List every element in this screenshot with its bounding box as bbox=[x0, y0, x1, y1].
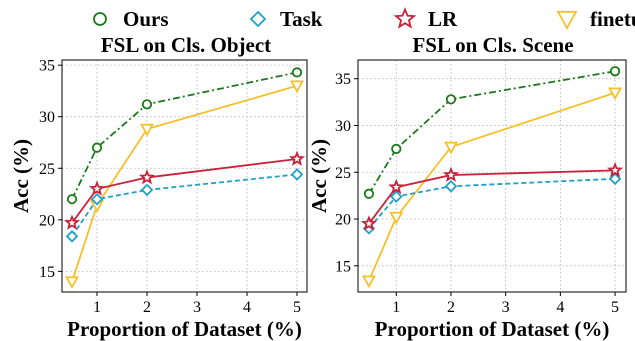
chart-title: FSL on Cls. Object bbox=[101, 33, 271, 57]
data-point-ours bbox=[141, 99, 153, 110]
data-point-ours bbox=[609, 66, 621, 77]
series-task bbox=[362, 172, 622, 235]
data-point-lr bbox=[63, 214, 81, 230]
legend-marker-task bbox=[249, 10, 267, 28]
y-tick-label: 35 bbox=[335, 71, 351, 88]
legend-item-task: Task bbox=[249, 7, 323, 31]
plot-frame bbox=[61, 59, 308, 293]
legend-item-finetune: finetune bbox=[556, 7, 635, 31]
x-tick-label: 4 bbox=[556, 299, 564, 316]
data-point-ours bbox=[291, 67, 303, 78]
x-tick-label: 1 bbox=[93, 299, 101, 316]
series-lr bbox=[63, 150, 306, 230]
data-point-task bbox=[90, 192, 104, 206]
grid bbox=[358, 60, 626, 292]
series-line-finetune bbox=[71, 84, 298, 282]
y-axis-label: Acc (%) bbox=[307, 139, 331, 213]
data-point-ours bbox=[66, 194, 78, 205]
data-point-lr bbox=[360, 215, 378, 231]
data-point-finetune bbox=[389, 211, 404, 225]
legend-label-ours: Ours bbox=[123, 7, 169, 31]
x-tick-label: 3 bbox=[502, 299, 510, 316]
legend-item-lr: LR bbox=[393, 7, 458, 31]
series-ours bbox=[363, 66, 621, 199]
data-point-finetune bbox=[64, 276, 80, 290]
data-point-task bbox=[390, 190, 403, 203]
data-point-task bbox=[608, 172, 622, 186]
data-point-lr bbox=[388, 178, 405, 195]
chart-title: FSL on Cls. Scene bbox=[412, 33, 573, 57]
data-point-lr bbox=[88, 180, 106, 196]
legend-marker-ours bbox=[93, 12, 107, 26]
legend-marker-lr bbox=[393, 7, 417, 29]
y-tick-label: 30 bbox=[39, 109, 55, 126]
data-point-finetune bbox=[361, 275, 376, 289]
series-finetune bbox=[64, 80, 305, 290]
data-point-task bbox=[140, 183, 154, 197]
legend: Ours Task LR finetune bbox=[93, 7, 635, 31]
series-line-ours bbox=[71, 71, 298, 200]
data-point-ours bbox=[363, 188, 375, 199]
legend-item-ours: Ours bbox=[93, 7, 169, 31]
data-point-ours bbox=[91, 142, 103, 153]
x-tick-label: 5 bbox=[293, 299, 301, 316]
legend-label-lr: LR bbox=[428, 7, 458, 31]
chart-panel-scene: FSL on Cls. Scene 1 2 3 4 5 15 20 25 30 35 Proporti… bbox=[307, 33, 627, 341]
series-line-finetune bbox=[368, 91, 616, 282]
series-finetune bbox=[361, 87, 623, 289]
y-tick-label: 25 bbox=[39, 161, 55, 178]
legend-label-finetune: finetune bbox=[590, 7, 635, 31]
x-tick-label: 5 bbox=[611, 299, 619, 316]
data-point-ours bbox=[391, 143, 402, 154]
data-point-lr bbox=[442, 166, 460, 182]
x-axis-label: Proportion of Dataset (%) bbox=[375, 317, 610, 341]
series-line-ours bbox=[368, 70, 616, 195]
plot-frame bbox=[357, 59, 627, 293]
legend-label-task: Task bbox=[280, 7, 323, 31]
data-point-finetune bbox=[139, 123, 155, 137]
series-ours bbox=[66, 67, 303, 205]
y-tick-label: 35 bbox=[39, 58, 55, 75]
x-tick-label: 4 bbox=[243, 299, 251, 316]
data-point-task bbox=[65, 230, 79, 243]
data-point-lr bbox=[138, 169, 156, 185]
y-tick-label: 30 bbox=[335, 118, 351, 135]
x-tick-label: 2 bbox=[447, 299, 455, 316]
data-point-finetune bbox=[608, 87, 623, 101]
data-point-task bbox=[444, 180, 458, 193]
legend-marker-finetune bbox=[556, 10, 578, 30]
x-axis-label: Proportion of Dataset (%) bbox=[67, 317, 302, 341]
chart-panel-object: FSL on Cls. Object 1 2 3 4 5 15 20 25 30 35 Proport… bbox=[9, 33, 308, 341]
series-line-task bbox=[71, 173, 298, 237]
data-point-finetune bbox=[289, 80, 305, 94]
series-task bbox=[65, 168, 304, 243]
data-point-lr bbox=[288, 150, 306, 166]
x-tick-label: 1 bbox=[392, 299, 400, 316]
y-tick-label: 20 bbox=[335, 212, 351, 229]
y-tick-label: 15 bbox=[39, 264, 55, 281]
y-tick-label: 20 bbox=[39, 212, 55, 229]
data-point-lr bbox=[607, 161, 624, 178]
series-line-task bbox=[368, 177, 616, 229]
y-tick-label: 15 bbox=[335, 258, 351, 275]
grid bbox=[62, 60, 307, 292]
x-tick-label: 2 bbox=[143, 299, 151, 316]
data-point-ours bbox=[445, 94, 457, 105]
x-tick-label: 3 bbox=[193, 299, 201, 316]
data-point-finetune bbox=[443, 141, 459, 155]
series-line-lr bbox=[71, 158, 298, 224]
series-lr bbox=[360, 161, 624, 231]
data-point-task bbox=[290, 168, 304, 181]
series-line-lr bbox=[368, 169, 616, 225]
y-axis-label: Acc (%) bbox=[9, 139, 33, 213]
y-tick-label: 25 bbox=[335, 165, 351, 182]
